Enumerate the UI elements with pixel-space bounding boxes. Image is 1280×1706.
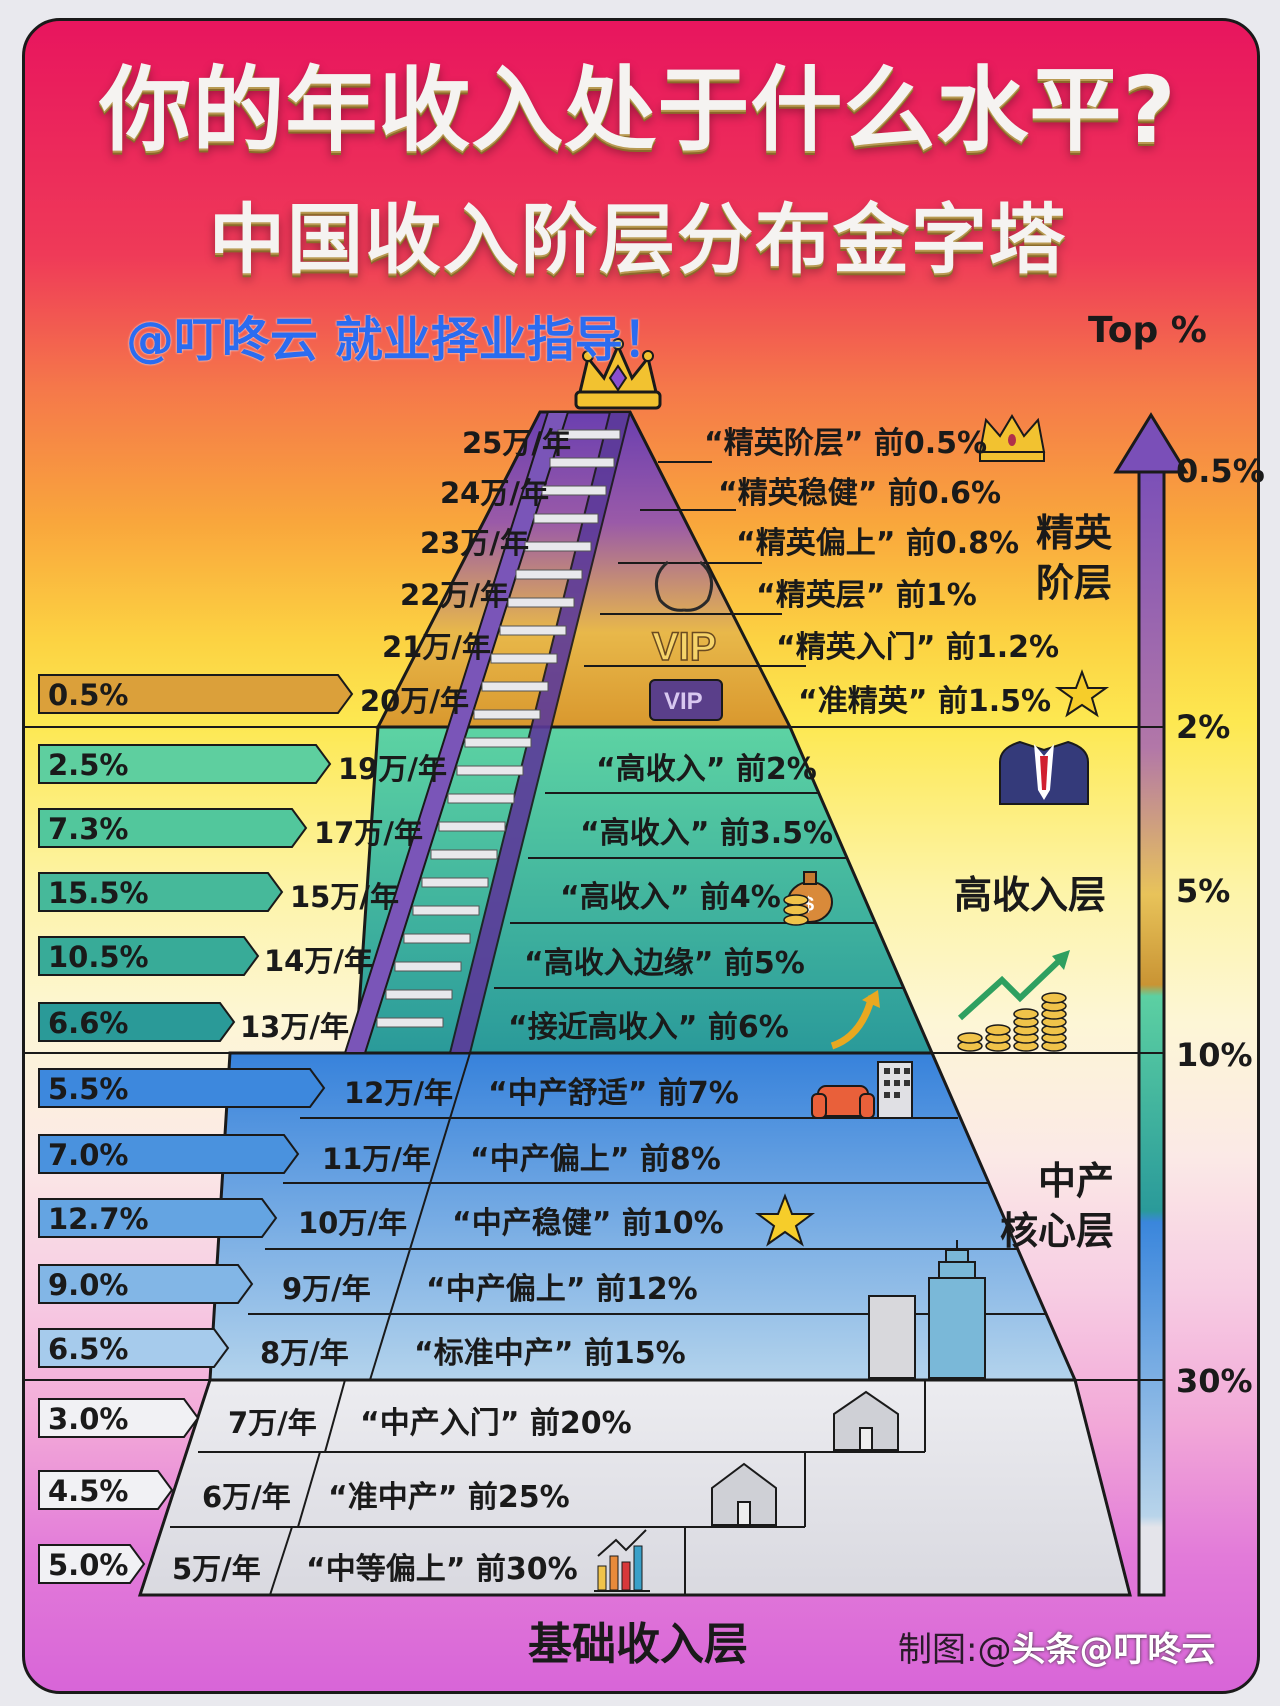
- tier-salary: 11万/年: [322, 1142, 431, 1176]
- tier-salary: 13万/年: [240, 1010, 349, 1044]
- axis-tick: 0.5%: [1176, 452, 1265, 490]
- tier-salary: 7万/年: [228, 1406, 317, 1440]
- tier-salary: 24万/年: [440, 476, 549, 510]
- tier-name: “精英偏上” 前0.8%: [736, 526, 1020, 561]
- money-bag-icon: $: [783, 871, 833, 926]
- ladder-icon: [343, 411, 632, 1054]
- tier-salary: 15万/年: [290, 880, 399, 914]
- share-tab: 12.7%: [38, 1198, 278, 1238]
- tier-salary: 9万/年: [282, 1272, 371, 1306]
- house-icon: [833, 1390, 899, 1451]
- group-label-high: 高收入层: [954, 873, 1107, 917]
- tier-name: “准中产” 前25%: [328, 1480, 570, 1515]
- tier-salary: 20万/年: [360, 684, 469, 718]
- crown-icon: [574, 338, 662, 410]
- share-tab: 6.6%: [38, 1002, 236, 1042]
- suit-icon: [999, 740, 1089, 805]
- share-tab: 5.0%: [38, 1544, 146, 1584]
- tier-salary: 14万/年: [264, 944, 373, 978]
- share-tab: 3.0%: [38, 1398, 200, 1438]
- tier-salary: 12万/年: [344, 1076, 453, 1110]
- tier-salary: 21万/年: [382, 630, 491, 664]
- tier-name: “中产偏上” 前12%: [426, 1272, 698, 1307]
- tier-salary: 23万/年: [420, 526, 529, 560]
- tier-salary: 10万/年: [298, 1206, 407, 1240]
- star-icon: [1054, 669, 1110, 718]
- axis-tick: 30%: [1176, 1362, 1253, 1400]
- crown-small-icon: [978, 414, 1046, 462]
- laurel-icon: [654, 560, 714, 612]
- svg-text:$: $: [803, 894, 814, 916]
- share-tab: 10.5%: [38, 936, 260, 976]
- tier-name: “中产舒适” 前7%: [488, 1076, 739, 1111]
- tier-name: “精英稳健” 前0.6%: [718, 476, 1002, 511]
- building-icon: [877, 1061, 913, 1119]
- tier-salary: 17万/年: [314, 816, 423, 850]
- house-icon: [711, 1462, 777, 1526]
- buildings-icon: [868, 1240, 986, 1379]
- group-label-middle: 中产 核心层: [1000, 1159, 1115, 1253]
- tier-name: “高收入” 前4%: [560, 880, 781, 915]
- tier-salary: 6万/年: [202, 1480, 291, 1514]
- group-label-base: 基础收入层: [528, 1619, 748, 1670]
- share-tab: 5.5%: [38, 1068, 326, 1108]
- tier-name: “标准中产” 前15%: [414, 1336, 686, 1371]
- share-tab: 0.5%: [38, 674, 354, 714]
- tier-name: “中产入门” 前20%: [360, 1406, 632, 1441]
- tier-name: “中产偏上” 前8%: [470, 1142, 721, 1177]
- growth-coins-icon: [957, 950, 1070, 1052]
- share-tab: 15.5%: [38, 872, 284, 912]
- axis-label: Top %: [1088, 310, 1207, 351]
- axis-tick: 2%: [1176, 708, 1231, 746]
- main-title: 你的年收入处于什么水平?: [99, 57, 1177, 164]
- svg-text:VIP: VIP: [664, 688, 703, 715]
- tier-salary: 8万/年: [260, 1336, 349, 1370]
- tier-name: “接近高收入” 前6%: [508, 1010, 789, 1045]
- tier-salary: 22万/年: [400, 578, 509, 612]
- tier-name: “精英层” 前1%: [756, 578, 977, 613]
- group-label-elite: 精英 阶层: [1036, 511, 1113, 605]
- vip-ticket-icon: VIP: [649, 679, 723, 721]
- tier-salary: 19万/年: [338, 752, 447, 786]
- watermark: @叮咚云 就业择业指导！: [126, 312, 671, 368]
- tier-salary: 5万/年: [172, 1552, 261, 1586]
- tier-name: “中等偏上” 前30%: [306, 1552, 578, 1587]
- share-tab: 7.3%: [38, 808, 308, 848]
- share-tab: 6.5%: [38, 1328, 230, 1368]
- axis-tick: 5%: [1176, 872, 1231, 910]
- bar-chart-icon: [594, 1529, 650, 1592]
- subtitle: 中国收入阶层分布金字塔: [209, 195, 1067, 284]
- tier-name: “精英入门” 前1.2%: [776, 630, 1060, 665]
- tier-name: “高收入” 前2%: [596, 752, 817, 787]
- tier-name: “中产稳健” 前10%: [452, 1206, 724, 1241]
- tier-name: “高收入边缘” 前5%: [524, 946, 805, 981]
- share-tab: 7.0%: [38, 1134, 300, 1174]
- tier-name: “高收入” 前3.5%: [580, 816, 834, 851]
- share-tab: 2.5%: [38, 744, 332, 784]
- tier-name: “精英阶层” 前0.5%: [704, 426, 988, 461]
- axis-tick: 10%: [1176, 1036, 1253, 1074]
- share-tab: 9.0%: [38, 1264, 254, 1304]
- share-tab: 4.5%: [38, 1470, 174, 1510]
- credit: 制图:@头条@叮咚云: [898, 1630, 1216, 1670]
- armchair-icon: [811, 1085, 875, 1119]
- star-icon: [755, 1193, 815, 1247]
- tier-salary: 25万/年: [462, 426, 571, 460]
- tier-name: “准精英” 前1.5%: [798, 684, 1052, 719]
- vip-icon: VIP: [652, 625, 716, 669]
- top-percent-arrow: [1113, 412, 1189, 1597]
